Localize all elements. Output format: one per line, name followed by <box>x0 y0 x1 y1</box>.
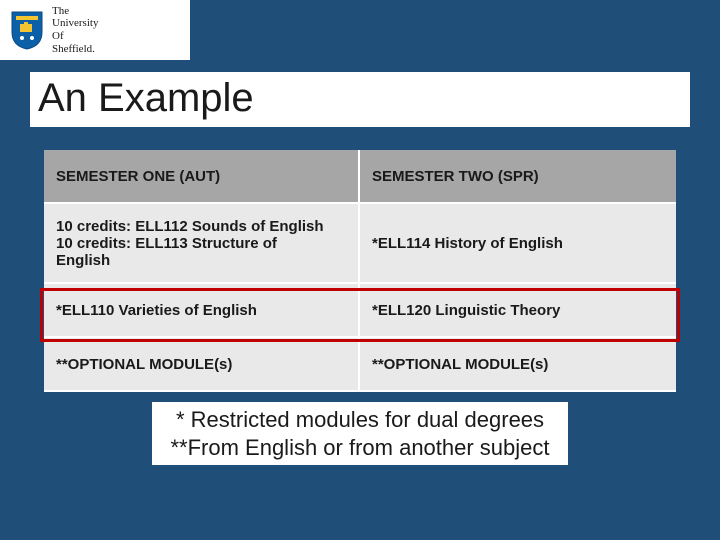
table-cell: 10 credits: ELL112 Sounds of English 10 … <box>44 204 360 284</box>
col-header-sem1: SEMESTER ONE (AUT) <box>44 150 360 204</box>
table-cell: *ELL114 History of English <box>360 204 676 284</box>
logo-line: Sheffield. <box>52 43 98 56</box>
logo-line: The <box>52 5 98 18</box>
cell-line: 10 credits: ELL112 Sounds of English <box>56 218 346 235</box>
footnote-line: * Restricted modules for dual degrees <box>170 406 549 434</box>
footnote-line: **From English or from another subject <box>170 434 549 462</box>
footnote: * Restricted modules for dual degrees **… <box>0 402 720 465</box>
slide-title: An Example <box>30 72 690 127</box>
table-cell: **OPTIONAL MODULE(s) <box>360 338 676 392</box>
table-cell: *ELL120 Linguistic Theory <box>360 284 676 338</box>
table-cell: **OPTIONAL MODULE(s) <box>44 338 360 392</box>
university-logo: The University Of Sheffield. <box>0 0 190 60</box>
shield-icon <box>10 10 44 50</box>
logo-text: The University Of Sheffield. <box>52 5 98 56</box>
cell-line: English <box>56 252 346 269</box>
cell-line: 10 credits: ELL113 Structure of <box>56 235 346 252</box>
table-cell: *ELL110 Varieties of English <box>44 284 360 338</box>
logo-line: Of <box>52 30 98 43</box>
logo-line: University <box>52 17 98 30</box>
module-table: SEMESTER ONE (AUT) SEMESTER TWO (SPR) 10… <box>44 150 676 392</box>
col-header-sem2: SEMESTER TWO (SPR) <box>360 150 676 204</box>
